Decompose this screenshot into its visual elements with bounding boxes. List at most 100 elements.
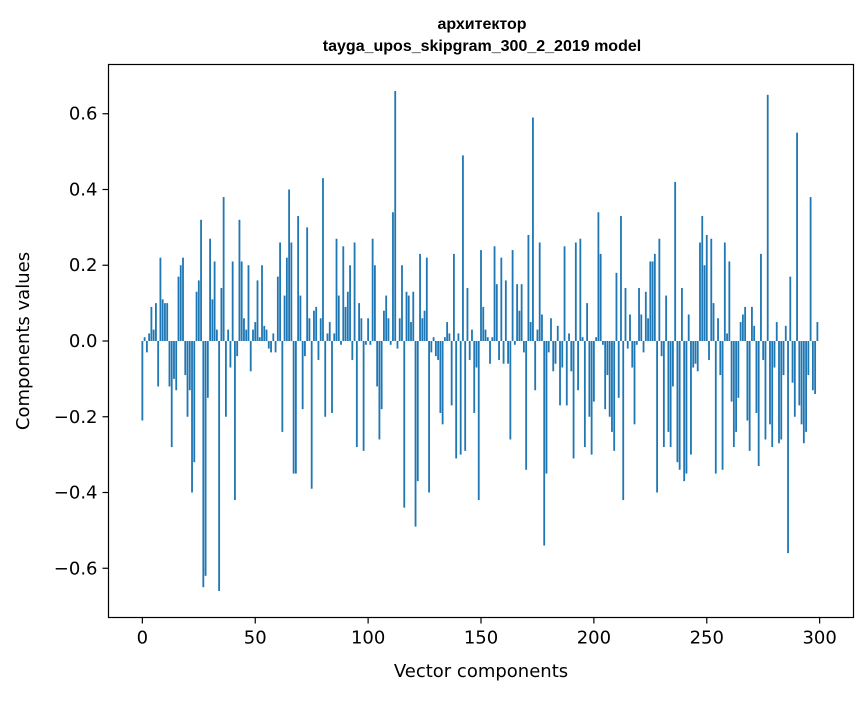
bar-189 (568, 333, 570, 341)
bar-49 (252, 329, 254, 341)
bar-216 (629, 314, 631, 341)
x-axis-label: Vector components (394, 661, 568, 682)
bar-269 (748, 341, 751, 451)
bar-3 (148, 333, 151, 341)
bar-55 (265, 329, 268, 341)
bar-69 (297, 216, 300, 341)
bar-200 (592, 341, 595, 402)
bar-116 (403, 341, 406, 508)
bar-198 (588, 341, 591, 417)
bar-177 (541, 314, 543, 341)
bar-156 (493, 246, 496, 341)
bar-23 (193, 341, 196, 463)
bar-234 (669, 341, 672, 448)
x-tick-label: 200 (577, 628, 611, 649)
bar-130 (434, 341, 437, 357)
bar-133 (441, 341, 444, 425)
bar-27 (202, 341, 205, 588)
bar-11 (166, 303, 169, 341)
bar-175 (536, 329, 539, 341)
bar-221 (640, 314, 643, 341)
bar-145 (468, 341, 471, 360)
bar-292 (800, 341, 803, 425)
bar-162 (507, 341, 509, 364)
bar-239 (681, 287, 683, 341)
bar-266 (741, 314, 744, 341)
bar-195 (581, 337, 584, 341)
bar-85 (333, 333, 336, 341)
bar-134 (443, 337, 446, 341)
x-tick-label: 0 (137, 628, 148, 649)
bar-86 (335, 238, 338, 341)
bar-61 (279, 242, 281, 341)
bar-31 (211, 299, 214, 341)
bar-43 (238, 219, 241, 341)
bar-230 (660, 341, 663, 357)
bar-172 (529, 322, 532, 341)
bar-37 (224, 341, 227, 417)
bar-9 (161, 299, 164, 341)
bar-15 (175, 341, 178, 391)
bar-215 (626, 341, 629, 349)
bar-97 (360, 318, 363, 341)
bar-250 (705, 234, 708, 341)
bar-129 (432, 337, 435, 341)
bar-62 (281, 341, 284, 432)
bar-285 (784, 325, 787, 341)
bar-232 (665, 295, 668, 341)
y-axis-label: Components values (13, 252, 34, 430)
bar-186 (561, 341, 564, 368)
bar-107 (383, 310, 385, 341)
bar-297 (811, 341, 814, 391)
bar-75 (310, 341, 313, 489)
bar-282 (778, 341, 780, 444)
bar-208 (611, 341, 613, 432)
bar-147 (473, 341, 476, 413)
bar-36 (222, 197, 225, 341)
bar-281 (775, 322, 778, 341)
bar-166 (516, 284, 519, 341)
bar-255 (717, 318, 719, 341)
bar-196 (583, 341, 586, 448)
bar-252 (710, 238, 713, 341)
bar-235 (671, 341, 674, 387)
bar-284 (782, 341, 785, 376)
bar-47 (247, 265, 250, 341)
bar-294 (805, 341, 807, 432)
bar-243 (690, 341, 692, 455)
bar-39 (229, 341, 232, 368)
bar-66 (290, 242, 293, 341)
bar-10 (164, 303, 166, 341)
bar-125 (423, 310, 426, 341)
bar-113 (396, 341, 399, 349)
bar-228 (656, 341, 658, 493)
bar-117 (405, 291, 408, 341)
bar-99 (364, 341, 367, 345)
bar-78 (317, 341, 320, 360)
bar-103 (373, 265, 376, 341)
bar-160 (502, 341, 505, 364)
bar-192 (574, 242, 577, 341)
bar-206 (606, 341, 609, 376)
bar-163 (509, 341, 512, 440)
bar-251 (708, 341, 710, 360)
bar-217 (631, 341, 634, 368)
bar-79 (319, 318, 322, 341)
bar-213 (622, 341, 625, 501)
bar-190 (570, 341, 573, 372)
bar-105 (378, 341, 381, 440)
bar-219 (635, 341, 638, 345)
bar-60 (276, 276, 279, 341)
bar-181 (550, 318, 552, 341)
bar-152 (484, 329, 487, 341)
bar-176 (538, 242, 541, 341)
bar-142 (462, 155, 464, 341)
bar-12 (168, 341, 171, 387)
bar-268 (746, 341, 749, 421)
bar-118 (407, 295, 410, 341)
bar-155 (491, 337, 494, 341)
bar-59 (274, 341, 277, 353)
bar-227 (653, 253, 656, 341)
bar-21 (188, 341, 191, 391)
